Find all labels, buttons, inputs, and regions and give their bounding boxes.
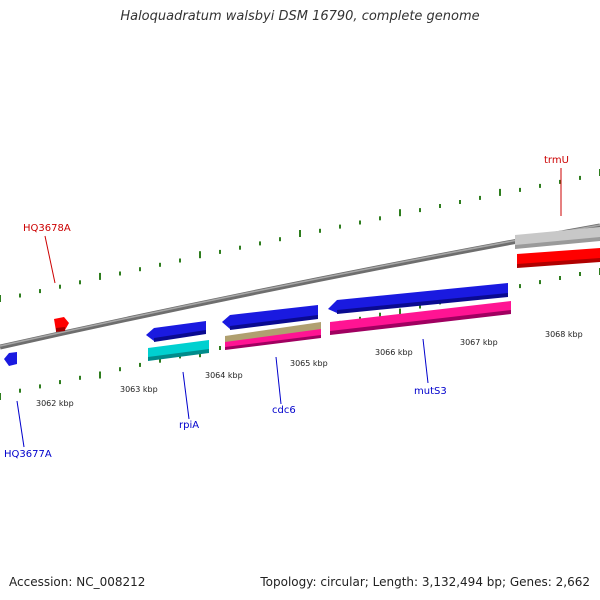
gene-trmU-feature[interactable] [515,227,600,249]
gene-HQ3678A-feature[interactable] [54,317,69,332]
gene-cdc6-olive-feature[interactable] [225,322,321,343]
HQ3677A-leader-line [16,400,25,448]
gc-content-upper-track [0,169,600,302]
gene-label-rpiA[interactable]: rpiA [179,420,199,431]
tick-label: 3068 kbp [545,330,583,339]
rpiA-leader-line [182,371,190,420]
gene-trmU-red-feature[interactable] [517,248,600,268]
tick-label: 3063 kbp [120,385,158,394]
gene-mutS3-blue-feature[interactable] [328,283,508,314]
gene-cdc6-pink-feature[interactable] [225,329,321,350]
HQ3678A-leader-line [44,235,56,284]
map-title: Haloquadratum walsbyi DSM 16790, complet… [120,9,480,24]
tick-label: 3066 kbp [375,348,413,357]
gene-cdc6-blue-feature[interactable] [222,305,318,330]
accession-label: Accession: NC_008212 [9,575,146,589]
gene-rpiA-cyan-feature[interactable] [148,340,209,361]
tick-label: 3067 kbp [460,338,498,347]
gene-rpiA-blue-feature[interactable] [146,321,206,342]
gene-label-HQ3678A[interactable]: HQ3678A [23,223,71,234]
tick-label: 3064 kbp [205,371,243,380]
gene-label-trmU[interactable]: trmU [544,155,569,166]
gene-HQ3677A-feature[interactable] [4,352,17,366]
gene-label-HQ3677A[interactable]: HQ3677A [4,449,52,460]
cdc6-leader-line [275,356,282,405]
tick-label: 3065 kbp [290,359,328,368]
genome-summary: Topology: circular; Length: 3,132,494 bp… [260,575,590,589]
gene-label-cdc6[interactable]: cdc6 [272,405,296,416]
gene-label-mutS3[interactable]: mutS3 [414,386,447,397]
gene-mutS3-pink-feature[interactable] [330,301,511,335]
mutS3-leader-line [422,338,429,384]
tick-label: 3062 kbp [36,399,74,408]
